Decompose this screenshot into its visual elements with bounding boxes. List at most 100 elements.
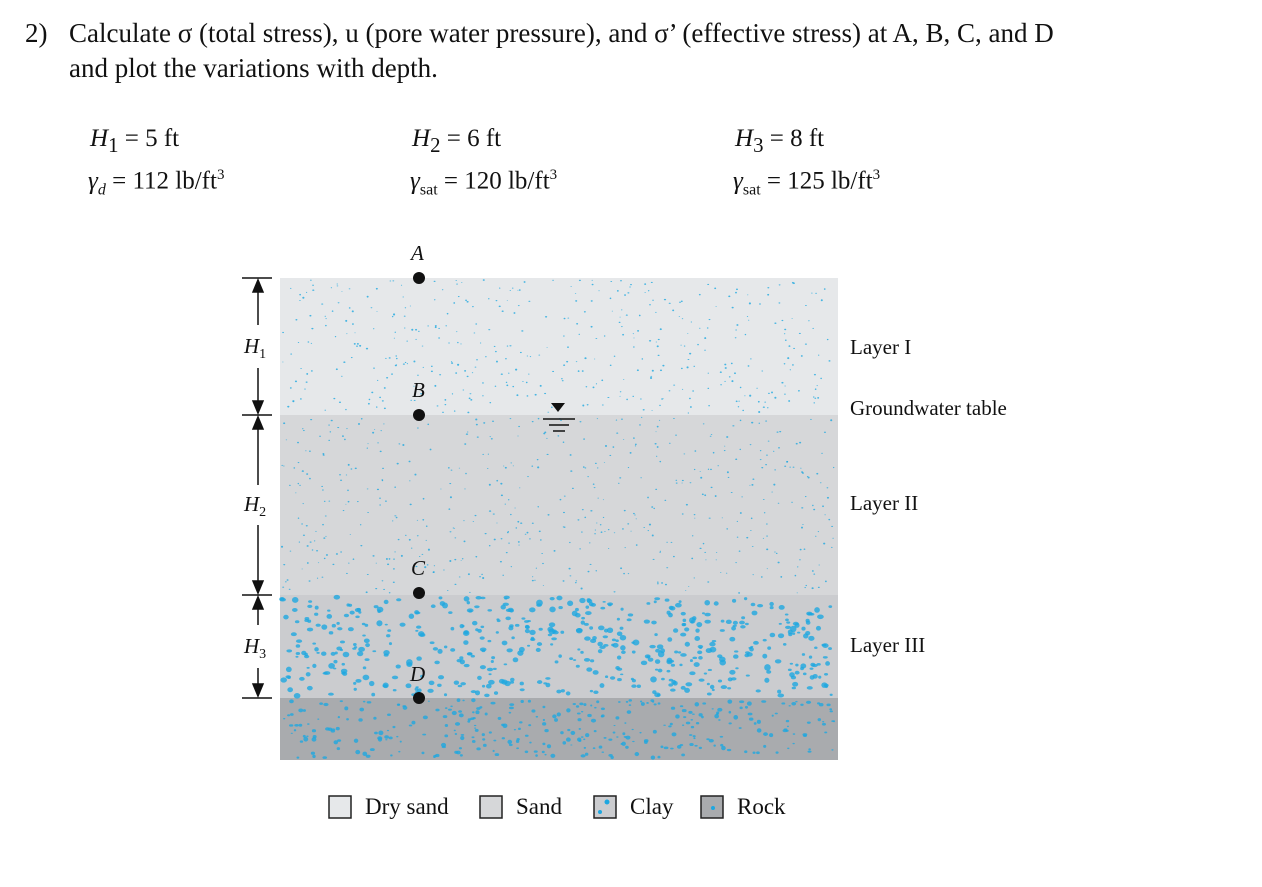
grain — [280, 545, 284, 548]
grain — [500, 494, 503, 497]
grain — [759, 449, 762, 452]
grain — [546, 744, 552, 749]
grain — [822, 643, 829, 648]
grain — [643, 740, 648, 744]
grain — [300, 367, 302, 369]
grain — [726, 748, 732, 752]
grain — [691, 616, 697, 621]
grain — [760, 576, 763, 578]
grain — [712, 451, 715, 454]
grain — [354, 608, 362, 613]
grain — [295, 651, 301, 655]
grain — [602, 499, 605, 501]
grain — [306, 666, 310, 669]
grain — [769, 605, 774, 610]
grain — [463, 596, 470, 602]
grain — [643, 619, 650, 624]
grain — [602, 635, 609, 639]
grain — [734, 650, 739, 653]
grain — [651, 534, 654, 537]
grain — [791, 686, 796, 690]
grain — [488, 545, 491, 547]
grain — [298, 708, 304, 713]
grain — [392, 689, 397, 692]
grain — [543, 432, 546, 435]
grain — [333, 659, 338, 664]
grain — [767, 287, 770, 289]
grain — [404, 327, 406, 329]
grain — [315, 530, 317, 532]
grain — [774, 712, 778, 715]
grain — [437, 675, 445, 680]
grain — [512, 657, 519, 663]
grain — [377, 442, 379, 444]
layer-clay — [280, 595, 838, 698]
grain — [466, 652, 473, 656]
grain — [823, 431, 826, 433]
grain — [520, 522, 523, 524]
grain — [732, 425, 735, 427]
grain — [321, 651, 327, 656]
grain — [808, 635, 815, 641]
grain — [294, 620, 300, 624]
grain — [444, 734, 449, 738]
grain — [516, 394, 519, 397]
grain — [625, 314, 628, 316]
grain — [683, 345, 686, 347]
grain — [481, 573, 483, 576]
grain — [680, 611, 686, 616]
grain — [304, 652, 308, 657]
grain — [387, 563, 390, 566]
grain — [640, 477, 642, 479]
grain — [647, 496, 649, 499]
grain — [529, 607, 536, 613]
grain — [692, 656, 698, 660]
grain — [604, 675, 609, 679]
grain — [792, 282, 795, 285]
grain — [751, 610, 758, 616]
grain — [560, 630, 565, 634]
grain — [748, 319, 750, 321]
grain — [283, 563, 286, 566]
grain — [493, 538, 496, 541]
grain — [439, 374, 442, 376]
grain — [418, 330, 420, 332]
grain — [745, 651, 750, 654]
grain — [471, 736, 475, 739]
grain — [527, 644, 531, 647]
grain — [391, 373, 393, 375]
grain — [453, 729, 456, 732]
grain — [768, 392, 770, 395]
grain — [657, 581, 659, 583]
grain — [821, 722, 826, 726]
grain — [775, 552, 778, 555]
grain — [832, 720, 836, 723]
grain — [542, 742, 546, 746]
grain — [327, 727, 333, 731]
layer-dry-sand — [280, 278, 838, 415]
grain — [482, 743, 487, 747]
grain — [348, 603, 353, 607]
grain — [414, 473, 417, 476]
grain — [711, 688, 715, 692]
grain — [581, 509, 584, 511]
grain — [373, 716, 377, 720]
grain — [413, 399, 416, 401]
grain — [634, 443, 637, 446]
grain — [682, 618, 687, 623]
grain — [496, 522, 498, 524]
grain — [707, 581, 710, 583]
grain — [688, 397, 691, 400]
label-layer-1: Layer I — [850, 335, 912, 359]
grain — [342, 435, 344, 438]
grain — [650, 375, 653, 377]
grain — [392, 725, 396, 729]
grain — [383, 653, 389, 657]
grain — [807, 750, 812, 753]
grain — [443, 569, 445, 571]
grain — [581, 616, 586, 620]
grain — [685, 503, 688, 506]
grain — [526, 355, 528, 357]
grain — [771, 491, 773, 493]
grain — [613, 591, 616, 593]
